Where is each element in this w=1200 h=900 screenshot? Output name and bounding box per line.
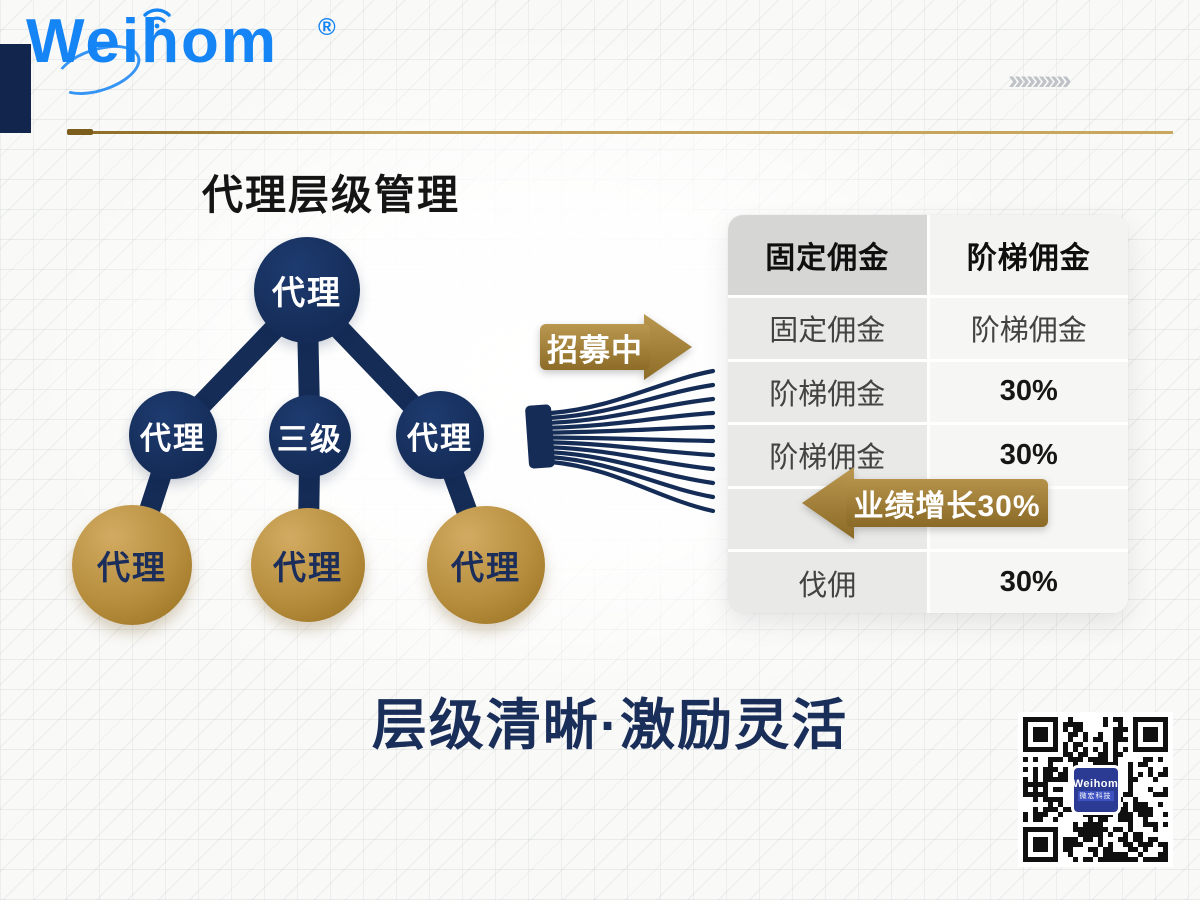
gold-divider-cap — [67, 129, 93, 135]
chevrons-decoration: ›››››››››› — [1008, 65, 1072, 96]
tree-node-level2-2: 三级 — [269, 395, 351, 477]
qr-center-logo: Weihom 微宏科技 — [1070, 764, 1121, 815]
growth-arrow: 业绩增长30% — [802, 467, 1048, 539]
gold-divider — [67, 131, 1173, 134]
brand-logo: Weihom ® — [26, 7, 336, 105]
tagline: 层级清晰·激励灵活 — [371, 694, 849, 756]
table-header-fixed: 固定佣金 — [728, 215, 927, 295]
diagram-title: 代理层级管理 — [202, 172, 460, 218]
qr-logo-text: Weihom — [1072, 778, 1119, 790]
recruiting-arrow-head-icon — [644, 314, 692, 380]
table-cell: 固定佣金 — [728, 298, 927, 359]
qr-code: Weihom 微宏科技 — [1018, 712, 1173, 867]
fan-lines — [548, 368, 716, 514]
registered-mark: ® — [318, 14, 336, 41]
tree-node-level3-2: 代理 — [251, 508, 365, 622]
fan-origin-block — [525, 404, 555, 469]
table-header-tiered: 阶梯佣金 — [929, 215, 1128, 295]
qr-logo-subtext: 微宏科技 — [1077, 791, 1114, 801]
growth-arrow-label: 业绩增长30% — [846, 479, 1048, 527]
table-cell: 阶梯佣金 — [728, 361, 927, 423]
recruiting-arrow: 招募中 — [540, 314, 692, 380]
tree-node-level2-1: 代理 — [129, 391, 217, 479]
table-cell: 伐佣 — [728, 552, 927, 613]
table-cell: 30% — [929, 361, 1128, 423]
recruiting-arrow-label: 招募中 — [540, 324, 650, 370]
table-cell: 阶梯佣金 — [929, 298, 1128, 359]
tree-node-level3-1: 代理 — [72, 505, 192, 625]
tree-node-level2-3: 代理 — [396, 391, 484, 479]
tree-node-root: 代理 — [254, 237, 360, 343]
wifi-icon — [143, 8, 171, 29]
commission-table: 固定佣金 阶梯佣金 固定佣金 阶梯佣金 阶梯佣金 30% 阶梯佣金 30% 伐佣… — [728, 215, 1128, 613]
table-cell: 30% — [929, 552, 1128, 613]
tree-node-level3-3: 代理 — [427, 506, 545, 624]
